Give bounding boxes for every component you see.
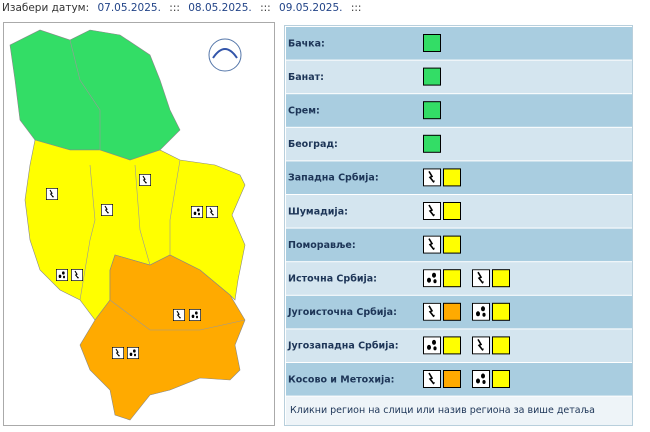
warning-level [492,302,510,321]
separator: ::: [169,2,180,14]
map-region-south[interactable] [79,254,246,421]
date-link[interactable]: 07.05.2025. [97,2,161,14]
warning-level [492,336,510,355]
separator: ::: [350,2,362,14]
region-name[interactable]: Косово и Метохија: [288,374,394,385]
logo [208,38,242,72]
date-link[interactable]: 08.05.2025. [188,2,252,14]
date-link[interactable]: 09.05.2025. [279,2,343,14]
map-region-north[interactable] [9,29,181,161]
warning-level [423,34,441,52]
region-name[interactable]: Поморавље: [288,240,356,251]
region-name[interactable]: Југоисточна Србија: [287,307,397,318]
warning-icon [423,168,441,187]
warning-level [492,370,510,388]
warning-level [443,336,461,355]
warning-level [423,134,441,153]
row-bg [286,60,632,94]
region-name[interactable]: Бачка: [288,38,325,49]
warning-level [443,168,461,187]
warning-icon [472,370,490,388]
warning-icon [472,302,490,321]
date-label: Изабери датум: [2,2,90,14]
warning-icon [423,370,441,388]
row-bg [286,94,632,127]
warning-level [443,202,461,220]
footer-bg [286,396,632,425]
warning-level [423,101,441,120]
warning-level [423,67,441,86]
warning-level [443,302,461,321]
warning-icon [423,336,441,355]
warning-level [443,370,461,388]
warning-icon [472,269,490,288]
row-bg [286,127,632,161]
region-name[interactable]: Западна Србија: [288,173,379,184]
logo-mark [212,48,238,59]
region-name[interactable]: Београд: [288,139,338,150]
warning-level [492,269,510,288]
date-selector: Изабери датум: 07.05.2025. ::: 08.05.202… [2,2,366,14]
row-bg [286,27,632,60]
warning-icon [423,235,441,254]
separator: ::: [260,2,271,14]
region-name[interactable]: Банат: [288,72,324,83]
warning-level [443,269,461,288]
warning-icon [423,202,441,220]
region-name[interactable]: Шумадија: [288,206,348,217]
region-name[interactable]: Срем: [288,106,320,117]
warning-icon [423,302,441,321]
warning-icon [423,269,441,288]
warning-icon [472,336,490,355]
region-name[interactable]: Источна Србија: [288,274,377,285]
warning-level [443,235,461,254]
region-name[interactable]: Југозападна Србија: [287,341,399,352]
map-borders [69,39,246,331]
footer-note: Кликни регион на слици или назив региона… [290,405,595,416]
